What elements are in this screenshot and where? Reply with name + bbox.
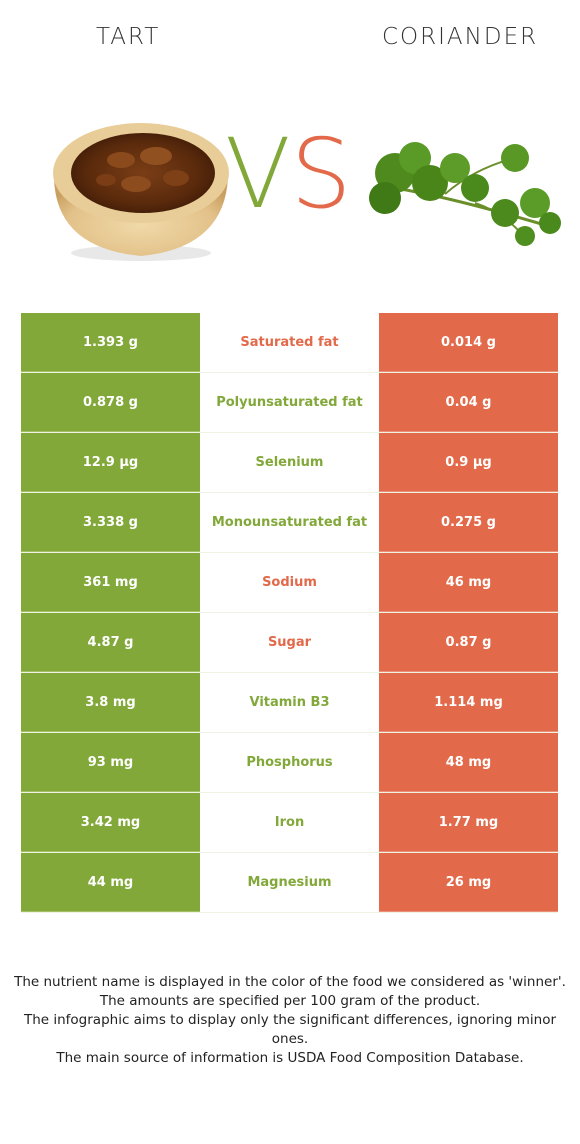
right-value: 0.014 g [379,313,558,372]
footer-line-amounts: The amounts are specified per 100 gram o… [99,993,481,1009]
right-value: 0.87 g [379,613,558,672]
vs-letter-v: V [225,118,291,230]
nutrient-name: Sugar [200,613,379,672]
table-row: 361 mg Sodium 46 mg [21,553,558,613]
right-value: 26 mg [379,853,558,912]
tart-image [46,118,236,263]
nutrient-name: Iron [200,793,379,852]
right-value: 48 mg [379,733,558,792]
left-value: 44 mg [21,853,200,912]
nutrient-name: Vitamin B3 [200,673,379,732]
left-value: 3.8 mg [21,673,200,732]
right-value: 0.9 µg [379,433,558,492]
nutrient-name: Saturated fat [200,313,379,372]
left-value: 93 mg [21,733,200,792]
left-value: 1.393 g [21,313,200,372]
left-food-title: TART [96,24,161,50]
right-value: 46 mg [379,553,558,612]
footer-line-source: The main source of information is USDA F… [56,1050,524,1066]
nutrient-name: Monounsaturated fat [200,493,379,552]
right-value: 0.04 g [379,373,558,432]
nutrient-name: Phosphorus [200,733,379,792]
vs-label: VS [225,126,352,222]
left-value: 4.87 g [21,613,200,672]
footer-line-aims: The infographic aims to display only the… [23,1012,557,1047]
left-value: 12.9 µg [21,433,200,492]
left-value: 0.878 g [21,373,200,432]
footer-notes: The nutrient name is displayed in the co… [14,973,566,1068]
right-value: 0.275 g [379,493,558,552]
left-value: 361 mg [21,553,200,612]
table-row: 3.42 mg Iron 1.77 mg [21,793,558,853]
table-row: 4.87 g Sugar 0.87 g [21,613,558,673]
table-row: 93 mg Phosphorus 48 mg [21,733,558,793]
table-row: 0.878 g Polyunsaturated fat 0.04 g [21,373,558,433]
table-row: 44 mg Magnesium 26 mg [21,853,558,913]
comparison-table: 1.393 g Saturated fat 0.014 g 0.878 g Polyun… [21,313,558,913]
left-value: 3.338 g [21,493,200,552]
right-value: 1.77 mg [379,793,558,852]
footer-line-winner: The nutrient name is displayed in the co… [14,974,566,990]
vs-letter-s: S [290,118,352,230]
table-row: 1.393 g Saturated fat 0.014 g [21,313,558,373]
coriander-image [365,128,565,248]
nutrient-name: Sodium [200,553,379,612]
nutrient-name: Magnesium [200,853,379,912]
table-row: 3.8 mg Vitamin B3 1.114 mg [21,673,558,733]
right-food-title: CORIANDER [382,24,539,50]
table-row: 12.9 µg Selenium 0.9 µg [21,433,558,493]
table-row: 3.338 g Monounsaturated fat 0.275 g [21,493,558,553]
right-value: 1.114 mg [379,673,558,732]
left-value: 3.42 mg [21,793,200,852]
nutrient-name: Polyunsaturated fat [200,373,379,432]
nutrient-name: Selenium [200,433,379,492]
